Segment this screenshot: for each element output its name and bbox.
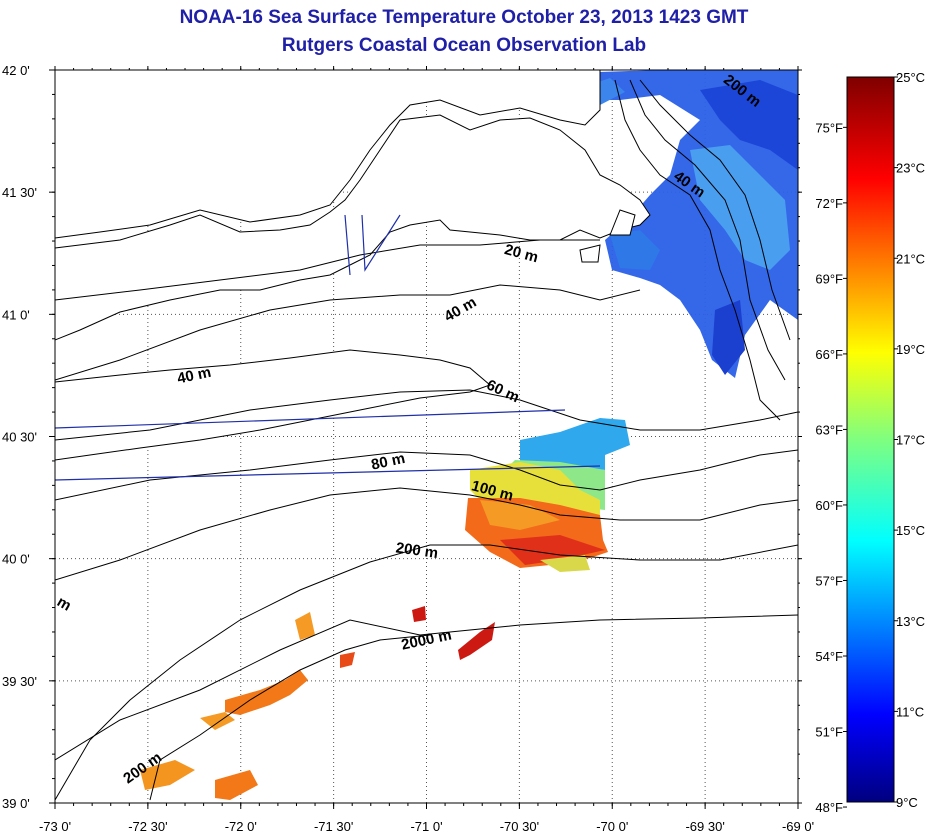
- fahrenheit-label: 63°F: [815, 422, 843, 437]
- axis-ticks: [49, 66, 802, 809]
- lon-tick-label: -72 30': [128, 819, 167, 834]
- lon-tick-label: -71 30': [314, 819, 353, 834]
- fahrenheit-label: 57°F: [815, 573, 843, 588]
- fahrenheit-label: 72°F: [815, 196, 843, 211]
- longitude-tick-labels: -73 0' -72 30' -72 0' -71 30' -71 0' -70 30' -…: [39, 819, 814, 834]
- lat-tick-label: 41 30': [2, 185, 37, 200]
- fahrenheit-label: 75°F: [815, 120, 843, 135]
- lon-tick-label: -70 30': [500, 819, 539, 834]
- celsius-label: 17°C: [896, 433, 925, 448]
- celsius-label: 25°C: [896, 70, 925, 85]
- lon-tick-label: -69 30': [685, 819, 724, 834]
- lat-tick-label: 39 30': [2, 674, 37, 689]
- lon-tick-label: -73 0': [39, 819, 71, 834]
- celsius-label: 11°C: [896, 704, 924, 719]
- colorbar-celsius-labels: 25°C 23°C 21°C 19°C 17°C 15°C 13°C 11°C 9°C: [896, 70, 925, 810]
- lat-tick-label: 40 30': [2, 430, 37, 445]
- latitude-tick-labels: 42 0' 41 30' 41 0' 40 30' 40 0' 39 30' 39 0': [2, 63, 37, 811]
- lon-tick-label: -69 0': [782, 819, 814, 834]
- fahrenheit-label: 54°F: [815, 649, 843, 664]
- lon-tick-label: -71 0': [410, 819, 442, 834]
- lat-tick-label: 40 0': [2, 552, 30, 567]
- celsius-label: 13°C: [896, 614, 925, 629]
- colorbar-fahrenheit-labels: 75°F 72°F 69°F 66°F 63°F 60°F 57°F 54°F 51°F 48°F: [815, 120, 843, 815]
- coastline: [55, 70, 651, 461]
- fahrenheit-label: 48°F: [815, 800, 843, 815]
- map-subtitle: Rutgers Coastal Ocean Observation Lab: [281, 35, 647, 56]
- celsius-label: 19°C: [896, 342, 925, 357]
- depth-contours: [55, 79, 798, 801]
- fahrenheit-label: 51°F: [815, 725, 843, 740]
- colorbar: [846, 76, 895, 803]
- contour-label: 40 m: [176, 364, 213, 388]
- fahrenheit-label: 66°F: [815, 347, 843, 362]
- celsius-label: 9°C: [896, 795, 918, 810]
- fahrenheit-label: 60°F: [815, 498, 843, 513]
- transit-lines: [55, 214, 601, 481]
- colorbar-ticks: [843, 76, 898, 808]
- lon-tick-label: -70 0': [596, 819, 628, 834]
- celsius-label: 23°C: [896, 161, 925, 176]
- fahrenheit-label: 69°F: [815, 271, 843, 286]
- lat-tick-label: 42 0': [2, 63, 30, 78]
- lon-tick-label: -72 0': [225, 819, 257, 834]
- lat-tick-label: 39 0': [2, 796, 30, 811]
- contour-label: 80 m: [370, 450, 407, 474]
- sst-patch-central: [465, 418, 630, 572]
- map-title: NOAA-16 Sea Surface Temperature October …: [179, 7, 749, 28]
- lat-tick-label: 41 0': [2, 307, 30, 322]
- contour-label: 200 m: [395, 539, 439, 562]
- celsius-label: 15°C: [896, 523, 925, 538]
- sst-patch-southwest: [140, 606, 495, 800]
- celsius-label: 21°C: [896, 251, 925, 266]
